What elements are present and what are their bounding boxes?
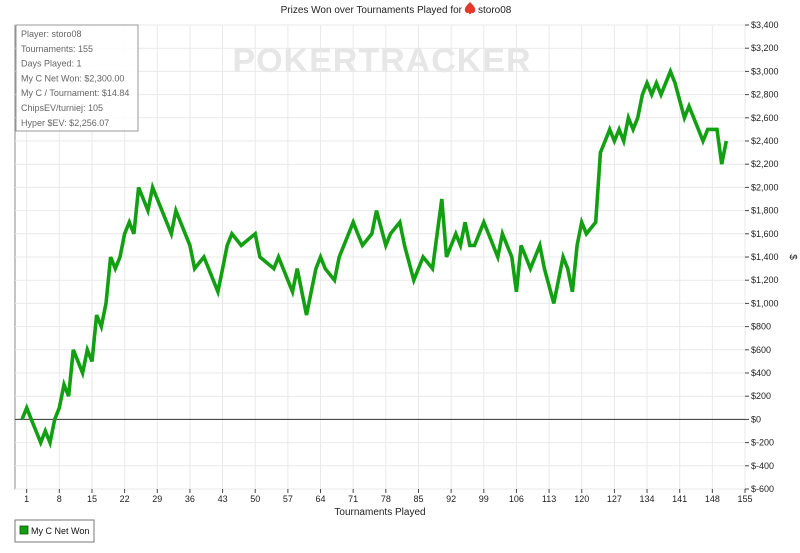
x-tick-label: 15 <box>87 494 97 504</box>
y-axis-ticks: $-600 $-400 $-200 $0 $200 $400 $600 $800 $1,000 $… <box>745 20 779 494</box>
x-tick-label: 155 <box>737 494 752 504</box>
series-line-my-c-net-won <box>20 66 729 449</box>
y-tick-label: $1,600 <box>751 229 779 239</box>
y-tick-label: $400 <box>751 368 771 378</box>
x-tick-label: 36 <box>185 494 195 504</box>
x-tick-label: 92 <box>446 494 456 504</box>
pokertracker-logo-icon <box>464 2 476 14</box>
stats-box-frame <box>15 24 139 132</box>
x-tick-label: 148 <box>705 494 720 504</box>
stats-line: Tournaments: 155 <box>21 44 93 54</box>
y-tick-label: $600 <box>751 345 771 355</box>
y-tick-label: $3,400 <box>751 20 779 30</box>
x-tick-label: 22 <box>120 494 130 504</box>
x-tick-label: 99 <box>479 494 489 504</box>
x-axis-ticks: 1 8 15 22 29 36 43 50 57 64 71 78 85 92 99 106 113 120 127… <box>24 489 753 504</box>
chart-title: Prizes Won over Tournaments Played for <box>281 5 463 16</box>
x-tick-label: 106 <box>509 494 524 504</box>
y-tick-label: $3,000 <box>751 66 779 76</box>
y-tick-label: $-200 <box>751 438 774 448</box>
x-tick-label: 127 <box>607 494 622 504</box>
y-tick-label: $800 <box>751 322 771 332</box>
y-tick-label: $2,600 <box>751 113 779 123</box>
y-tick-label: $1,200 <box>751 275 779 285</box>
stats-line: ChipsEV/turniej: 105 <box>21 103 103 113</box>
x-tick-label: 50 <box>250 494 260 504</box>
series-lines <box>20 66 729 449</box>
x-tick-label: 113 <box>542 494 556 504</box>
x-tick-label: 43 <box>218 494 228 504</box>
stats-line: Days Played: 1 <box>21 59 82 69</box>
y-tick-label: $2,200 <box>751 159 779 169</box>
y-tick-label: $200 <box>751 391 771 401</box>
legend-swatch <box>19 525 29 535</box>
y-tick-label: $-600 <box>751 484 774 494</box>
stats-line: Hyper $EV: $2,256.07 <box>21 118 109 128</box>
y-tick-label: $1,800 <box>751 206 779 216</box>
x-tick-label: 134 <box>640 494 655 504</box>
y-tick-label: $1,000 <box>751 298 779 308</box>
x-tick-label: 78 <box>381 494 391 504</box>
x-axis-title: Tournaments Played <box>334 507 425 518</box>
legend[interactable]: My C Net Won <box>14 519 95 543</box>
x-tick-label: 29 <box>152 494 162 504</box>
stats-line: Player: storo08 <box>21 29 82 39</box>
x-tick-label: 1 <box>24 494 29 504</box>
x-tick-label: 64 <box>316 494 326 504</box>
y-axis-title: $ <box>787 254 798 260</box>
y-tick-label: $0 <box>751 414 761 424</box>
y-tick-label: $1,400 <box>751 252 779 262</box>
stats-lines: Player: storo08 Tournaments: 155 Days Play… <box>21 29 129 128</box>
y-tick-label: $2,400 <box>751 136 779 146</box>
chart-title-player: storo08 <box>478 5 512 16</box>
x-tick-label: 120 <box>574 494 589 504</box>
x-tick-label: 71 <box>348 494 358 504</box>
legend-frame <box>14 519 95 543</box>
chart-title-group: Prizes Won over Tournaments Played for s… <box>281 2 512 16</box>
y-tick-label: $-400 <box>751 461 774 471</box>
x-tick-label: 141 <box>672 494 687 504</box>
x-tick-label: 85 <box>413 494 423 504</box>
legend-label: My C Net Won <box>31 526 89 536</box>
y-tick-label: $2,000 <box>751 182 779 192</box>
y-tick-label: $3,200 <box>751 43 779 53</box>
x-tick-label: 57 <box>283 494 293 504</box>
stats-line: My C / Tournament: $14.84 <box>21 88 129 98</box>
x-tick-label: 8 <box>57 494 62 504</box>
stats-line: My C Net Won: $2,300.00 <box>21 73 124 83</box>
stats-box: Player: storo08 Tournaments: 155 Days Play… <box>15 24 139 132</box>
y-tick-label: $2,800 <box>751 90 779 100</box>
